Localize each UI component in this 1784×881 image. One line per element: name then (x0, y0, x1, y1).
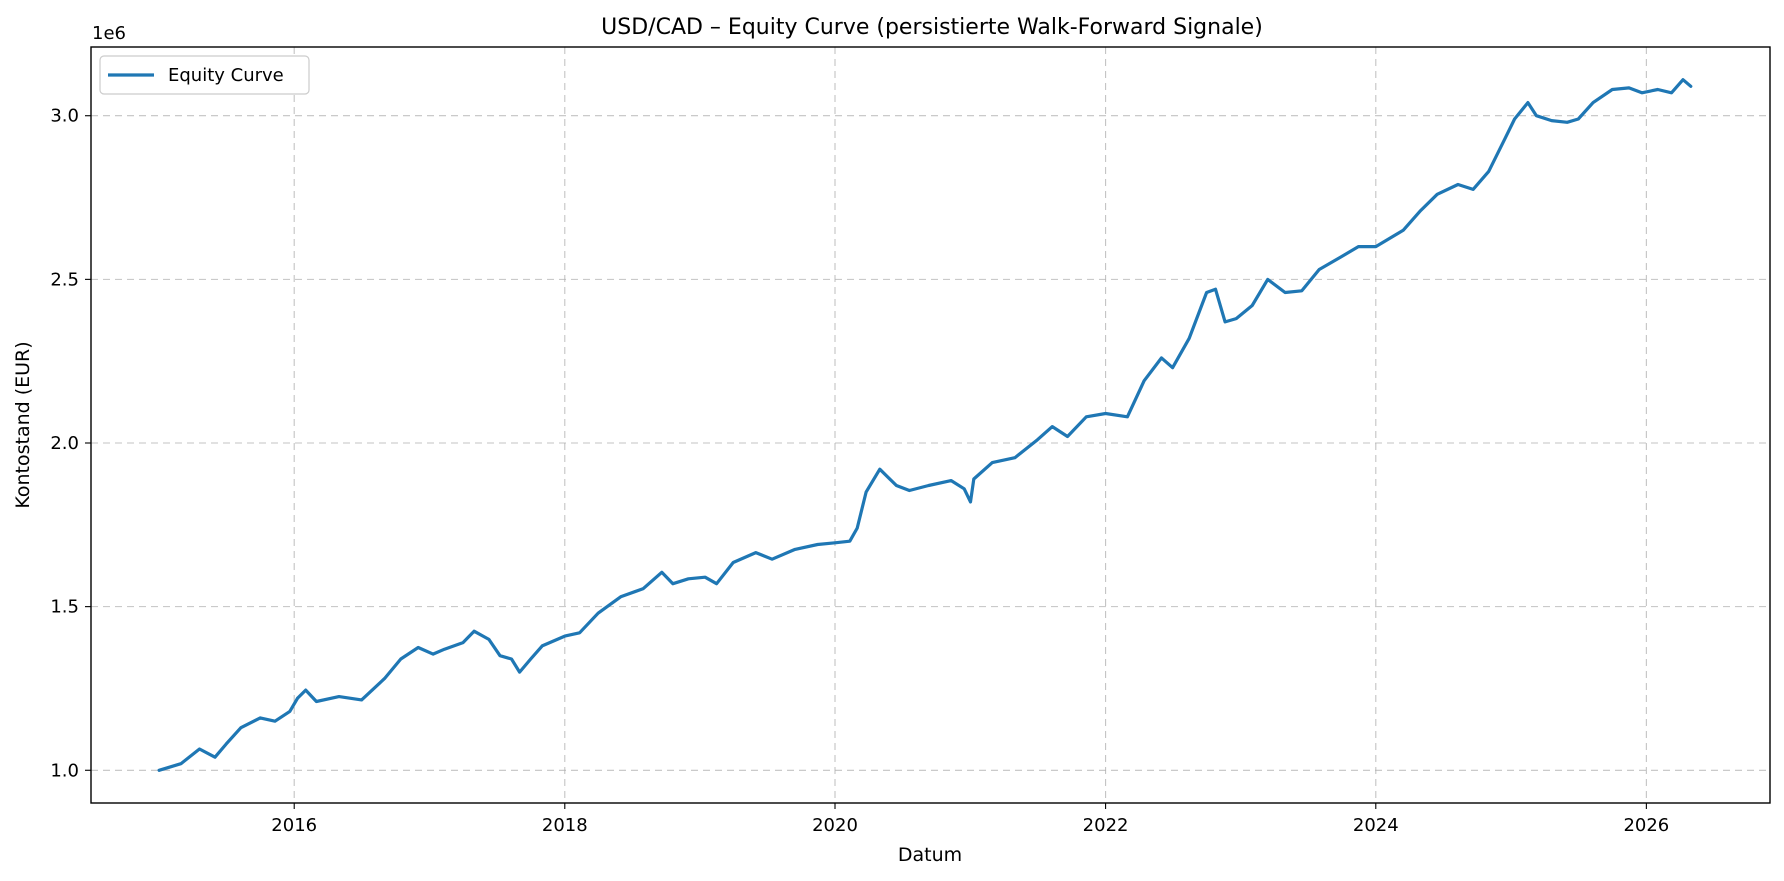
legend-box (99, 55, 310, 95)
y-tick-label: 2.5 (50, 269, 79, 290)
y-tick-label: 3.0 (50, 106, 79, 127)
y-axis-label: Kontostand (EUR) (12, 341, 34, 508)
y-tick-label: 1.0 (50, 760, 79, 781)
y-tick-label: 2.0 (50, 433, 79, 454)
x-axis: 2016 2018 2020 2022 2024 2026 (271, 803, 1669, 836)
legend-label: Equity Curve (168, 65, 284, 86)
x-tick-label: 2020 (812, 815, 858, 836)
x-tick-label: 2018 (542, 815, 588, 836)
x-axis-label: Datum (898, 844, 962, 866)
x-tick-label: 2022 (1083, 815, 1129, 836)
x-tick-label: 2016 (271, 815, 317, 836)
y-offset-label: 1e6 (92, 23, 126, 44)
plot-frame (90, 46, 1771, 804)
x-tick-label: 2024 (1353, 815, 1399, 836)
legend: Equity Curve (99, 55, 310, 95)
chart-title: USD/CAD – Equity Curve (persistierte Wal… (601, 15, 1263, 40)
y-tick-label: 1.5 (50, 597, 79, 618)
x-tick-label: 2026 (1623, 815, 1669, 836)
grid-lines (91, 47, 1770, 803)
series-line-equity-curve (157, 78, 1693, 772)
series-layer (157, 78, 1693, 772)
y-axis: 1.0 1.5 2.0 2.5 3.0 (50, 106, 91, 781)
